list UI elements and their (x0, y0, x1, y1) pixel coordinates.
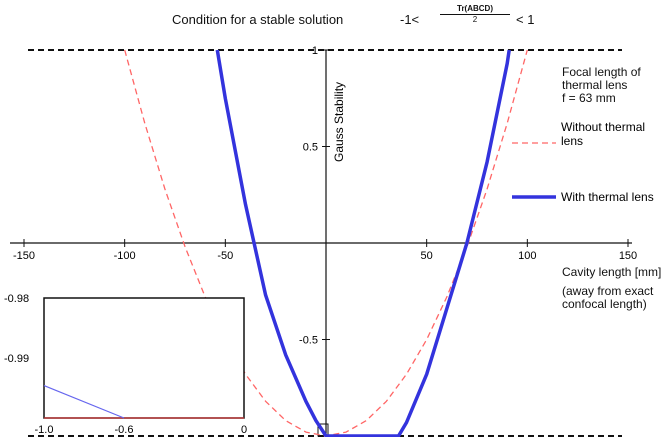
x-tick-label: -50 (217, 250, 233, 262)
series-line-with-lens (215, 49, 511, 437)
inset-y-tick-label: -0.98 (4, 293, 29, 305)
x-axis-note: (away from exact confocal length) (562, 285, 653, 311)
focal-value: f = 63 mm (562, 91, 616, 105)
inset-plot: -1.0 -0.6 0 -0.98 -0.99 (4, 293, 247, 436)
inset-series-line (43, 385, 125, 419)
inset-x-tick-label: -1.0 (35, 424, 54, 436)
focal-title-line-1: Focal length of (562, 65, 641, 79)
series-layer (124, 49, 528, 437)
legend: Without thermal lens With thermal lens (512, 120, 654, 204)
legend-label: Without thermal lens (561, 120, 645, 148)
focal-length-note: Focal length of thermal lens f = 63 mm (562, 66, 641, 105)
x-tick-label: 50 (421, 250, 433, 262)
x-axis-note-line-2: confocal length) (562, 297, 647, 311)
chart-title: Condition for a stable solution -1< Tr(A… (0, 4, 668, 38)
y-tick-label: 1 (312, 45, 318, 57)
title-numerator: Tr(ABCD) (440, 4, 510, 15)
legend-label-line: Without thermal (561, 120, 645, 134)
x-tick-label: 100 (518, 250, 536, 262)
x-tick-label: -150 (13, 250, 35, 262)
zoom-region-marker (317, 423, 329, 437)
title-lhs: -1< (400, 12, 420, 27)
x-tick-label: 150 (619, 250, 637, 262)
focal-title-line-2: thermal lens (562, 78, 628, 92)
legend-label-line: lens (561, 134, 583, 148)
y-tick-label: -0.5 (299, 335, 318, 347)
inset-x-tick-label: 0 (241, 424, 247, 436)
title-denominator: 2 (472, 15, 478, 24)
inset-x-tick-label: -0.6 (115, 424, 134, 436)
y-axis-label: Gauss Stability (332, 82, 346, 162)
axes-layer: -150 -100 -50 50 100 150 1 0.5 -0.5 Gauss Stabili… (10, 45, 637, 437)
inset-y-tick-label: -0.99 (4, 353, 29, 365)
legend-label: With thermal lens (561, 190, 654, 204)
title-fraction: Tr(ABCD) 2 (440, 4, 510, 25)
y-tick-label: 0.5 (303, 142, 318, 154)
x-axis-note-line-1: (away from exact (562, 284, 654, 298)
inset-frame (43, 297, 245, 419)
title-rhs: < 1 (516, 12, 535, 27)
x-tick-label: -100 (114, 250, 136, 262)
title-prefix: Condition for a stable solution (172, 12, 344, 27)
x-axis-label: Cavity length [mm] (562, 265, 662, 279)
